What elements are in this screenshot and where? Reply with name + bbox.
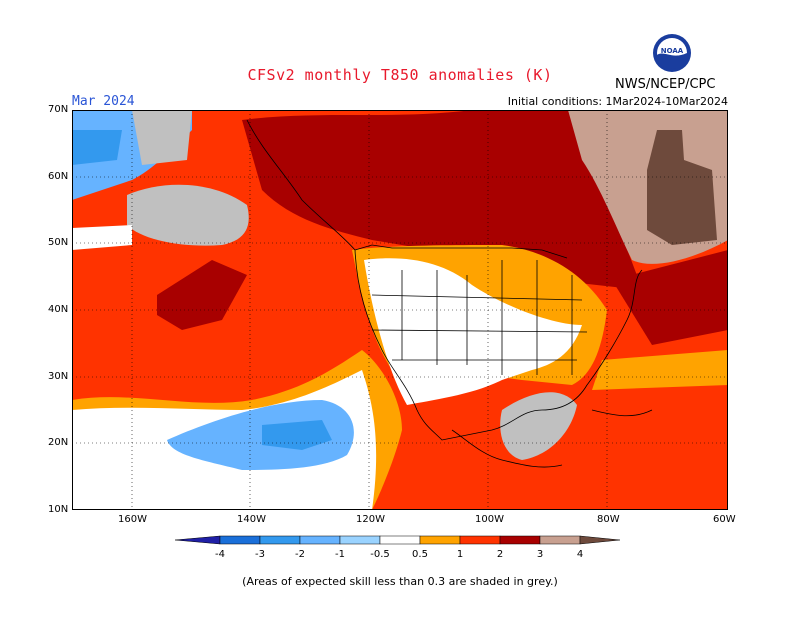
noaa-logo-icon: NOAA — [653, 34, 691, 72]
lat-label: 70N — [48, 104, 69, 115]
anomaly-field-cooler-alaska — [72, 130, 122, 165]
lat-label: 10N — [48, 504, 69, 515]
low-skill-area-gulf — [500, 392, 577, 460]
colorbar: -4 -3 -2 -1 -0.5 0.5 1 2 3 4 — [175, 535, 621, 560]
lat-label: 50N — [48, 237, 69, 248]
anomaly-field-neutral-us — [364, 258, 582, 405]
lon-label: 140W — [237, 514, 266, 525]
colorbar-segment — [419, 535, 461, 545]
lon-label: 100W — [475, 514, 504, 525]
colorbar-tick-label: 4 — [577, 549, 583, 560]
anomaly-field-above-4 — [647, 130, 717, 245]
anomaly-field-warm-east — [612, 250, 728, 345]
anomaly-field-0.5to1-atlantic — [592, 350, 728, 390]
lat-label: 60N — [48, 171, 69, 182]
colorbar-segment — [379, 535, 421, 545]
colorbar-tick-label: -1 — [335, 549, 345, 560]
coastlines — [246, 119, 653, 468]
map-frame — [72, 110, 728, 510]
forecast-month: Mar 2024 — [72, 94, 135, 109]
lon-label: 60W — [713, 514, 736, 525]
lon-label: 80W — [597, 514, 620, 525]
colorbar-tick-label: 3 — [537, 549, 543, 560]
colorbar-tick-label: -4 — [215, 549, 225, 560]
colorbar-segment — [219, 535, 261, 545]
colorbar-tick-label: -2 — [295, 549, 305, 560]
lat-label: 40N — [48, 304, 69, 315]
colorbar-segment — [499, 535, 541, 545]
colorbar-segment — [175, 535, 221, 545]
colorbar-segment — [579, 535, 621, 545]
svg-text:NOAA: NOAA — [661, 47, 684, 55]
colorbar-segment — [459, 535, 501, 545]
initial-conditions: Initial conditions: 1Mar2024-10Mar2024 — [507, 95, 728, 108]
lat-label: 20N — [48, 437, 69, 448]
anomaly-map — [72, 110, 728, 510]
skill-note: (Areas of expected skill less than 0.3 a… — [242, 575, 558, 588]
lat-label: 30N — [48, 371, 69, 382]
map-title: CFSv2 monthly T850 anomalies (K) — [247, 66, 553, 84]
colorbar-segment — [259, 535, 301, 545]
lon-label: 120W — [356, 514, 385, 525]
colorbar-tick-label: 0.5 — [412, 549, 428, 560]
lon-label: 160W — [118, 514, 147, 525]
colorbar-tick-label: -3 — [255, 549, 265, 560]
low-skill-area-alaska — [132, 110, 192, 165]
anomaly-field-neutral-bering — [72, 225, 132, 250]
agency-label: NWS/NCEP/CPC — [615, 77, 716, 92]
anomaly-field-warm-pacific — [157, 260, 247, 330]
colorbar-tick-label: 1 — [457, 549, 463, 560]
colorbar-tick-label: -0.5 — [370, 549, 390, 560]
colorbar-tick-label: 2 — [497, 549, 503, 560]
anomaly-field-coolest-pacific — [262, 420, 332, 450]
anomaly-field-warm-canada — [242, 110, 642, 290]
anomaly-field-cool-pacific — [167, 400, 354, 470]
colorbar-segment — [339, 535, 381, 545]
colorbar-segment — [299, 535, 341, 545]
low-skill-area-gulf-of-alaska — [127, 184, 249, 246]
gridlines — [72, 110, 728, 510]
colorbar-segment — [539, 535, 581, 545]
